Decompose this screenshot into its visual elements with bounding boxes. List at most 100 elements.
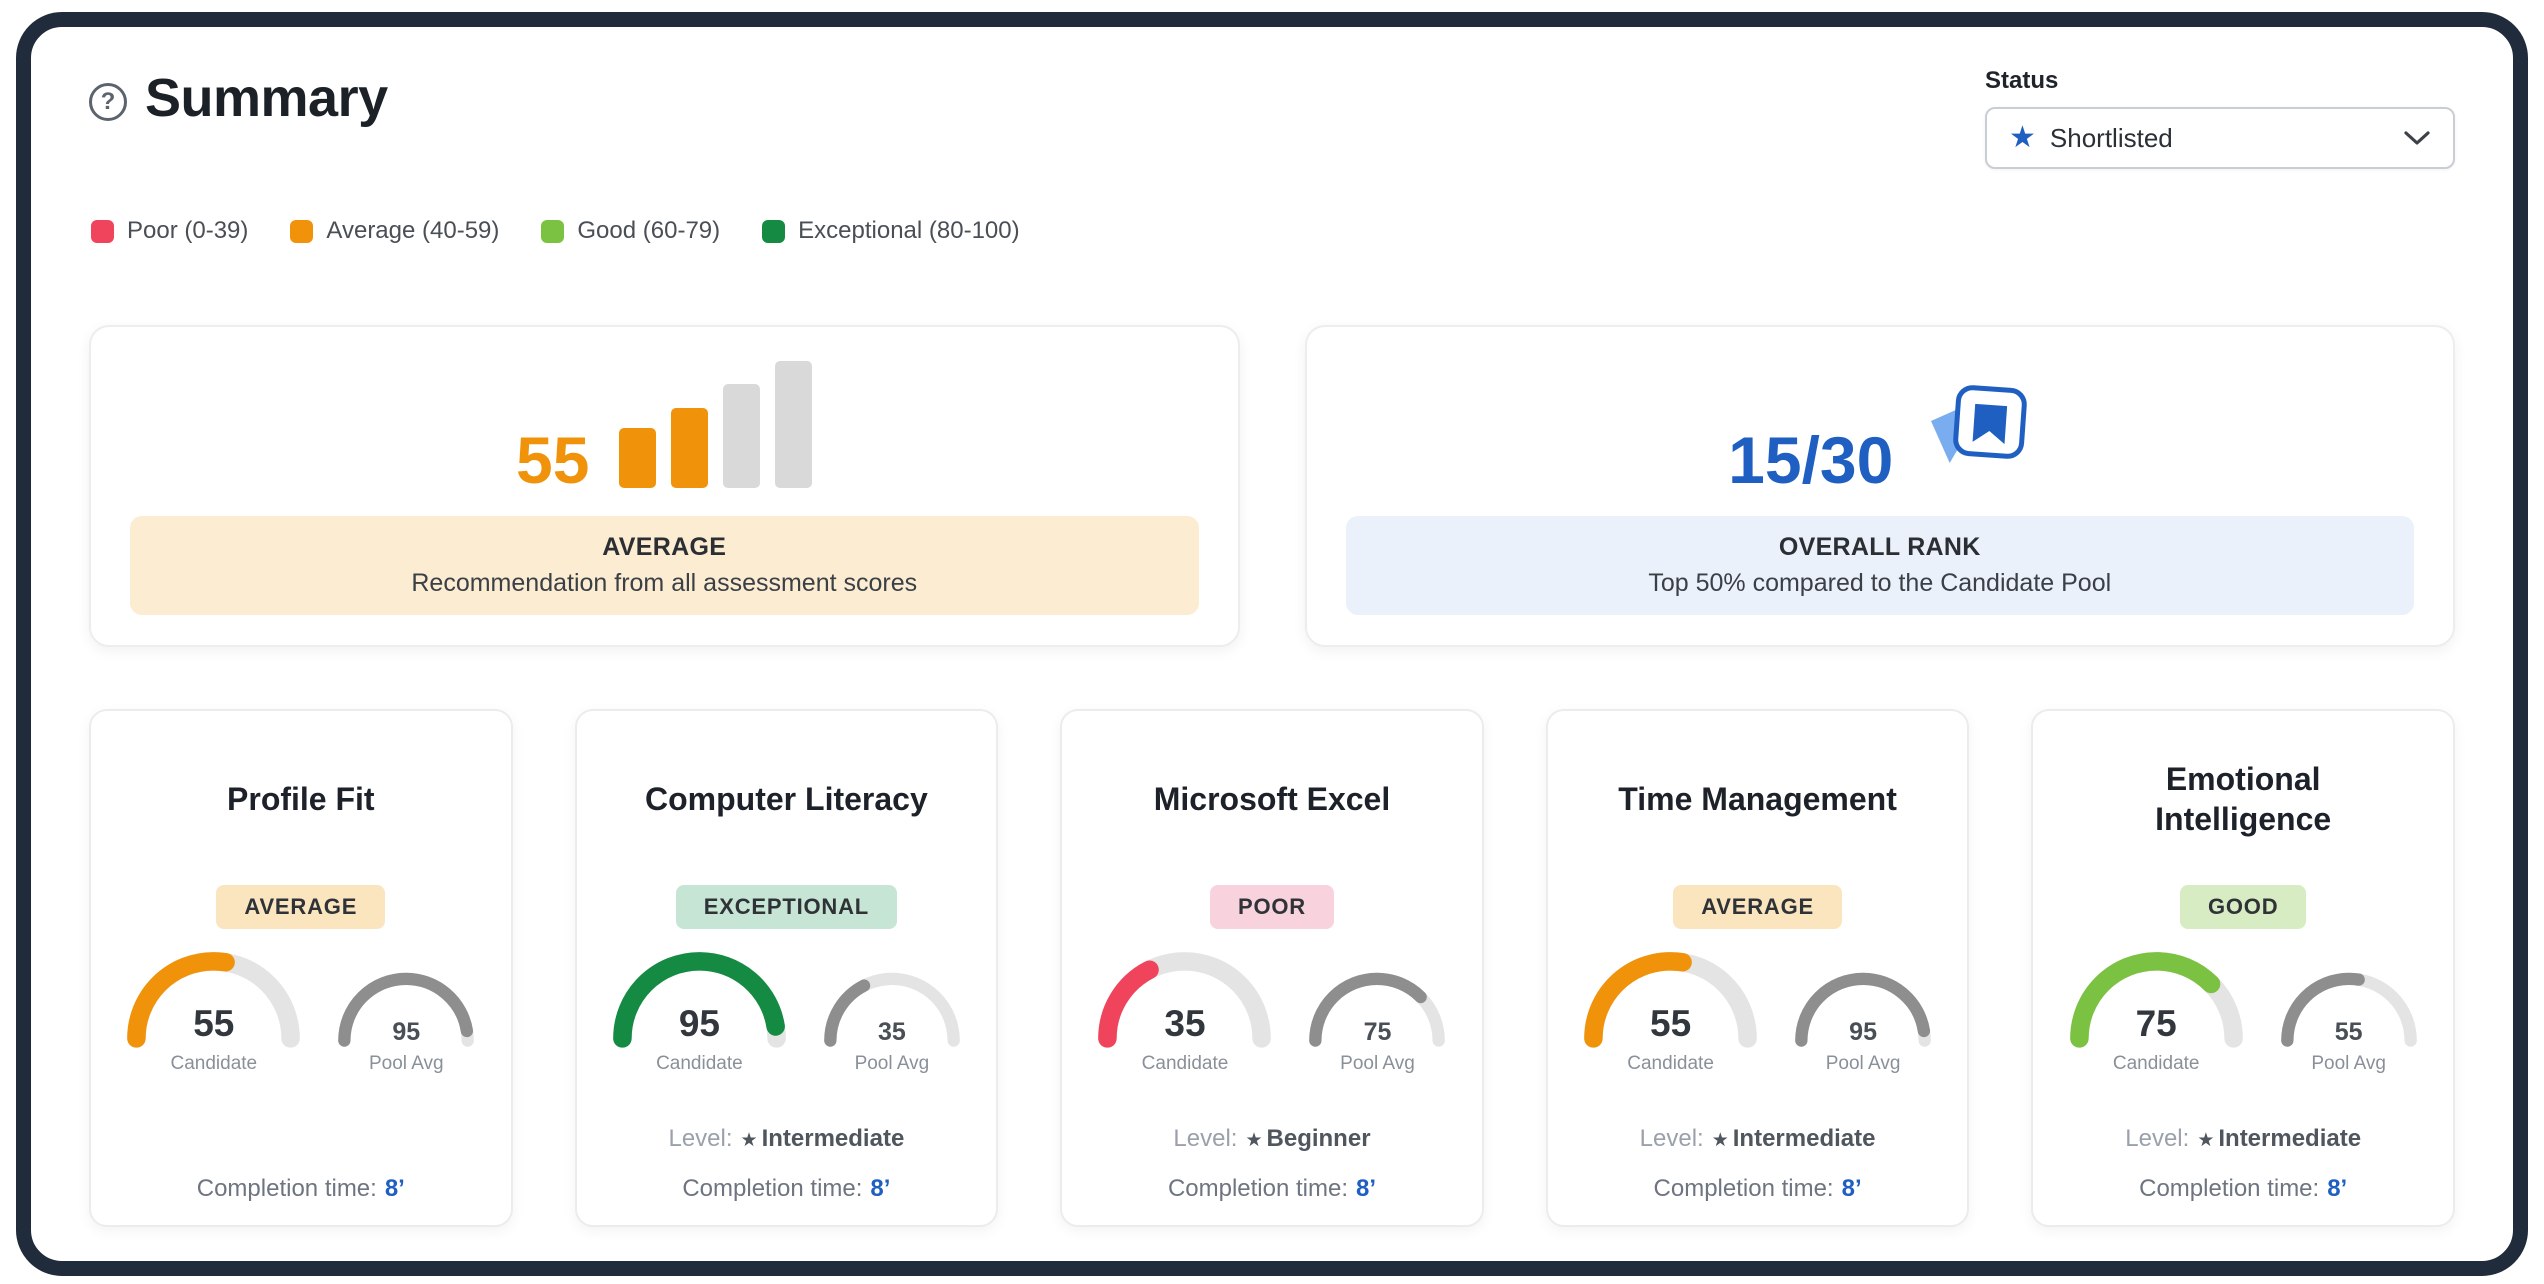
candidate-label: Candidate bbox=[1627, 1052, 1714, 1074]
pool-avg-score: 95 bbox=[1849, 1017, 1877, 1046]
pool-avg-score: 55 bbox=[2334, 1017, 2363, 1046]
app-window: ? Summary Status ★ Shortlisted Poor (0-3… bbox=[16, 12, 2528, 1276]
candidate-score: 55 bbox=[1650, 1002, 1692, 1044]
summary-cards: 55 AVERAGE Recommendation from all asses… bbox=[59, 325, 2485, 647]
pool-avg-label: Pool Avg bbox=[368, 1052, 444, 1074]
completion-time-row: Completion time: 8’ bbox=[2049, 1175, 2437, 1203]
level-label: Level: bbox=[668, 1124, 733, 1152]
completion-time-row: Completion time: 8’ bbox=[593, 1175, 981, 1203]
pool-avg-label: Pool Avg bbox=[1825, 1052, 1901, 1074]
chevron-down-icon bbox=[2404, 131, 2430, 145]
gauges: 35 Candidate 75 Pool Avg bbox=[1078, 949, 1466, 1081]
legend-swatch bbox=[762, 219, 786, 243]
candidate-label: Candidate bbox=[1141, 1052, 1229, 1074]
status-selected-value: Shortlisted bbox=[2049, 122, 2173, 153]
level-row: Level: ★ Intermediate bbox=[593, 1125, 981, 1153]
skill-badge: POOR bbox=[1209, 885, 1334, 929]
candidate-score: 75 bbox=[2135, 1002, 2177, 1044]
level-value: Intermediate bbox=[2218, 1124, 2362, 1152]
candidate-score: 35 bbox=[1164, 1002, 1206, 1044]
star-icon: ★ bbox=[1711, 1129, 1729, 1151]
skill-card: Computer Literacy EXCEPTIONAL 95 Candida… bbox=[574, 709, 999, 1227]
level-row: Level: ★ Intermediate bbox=[1564, 1125, 1952, 1153]
candidate-score: 95 bbox=[678, 1002, 720, 1044]
rank-banner-subtitle: Top 50% compared to the Candidate Pool bbox=[1648, 569, 2112, 597]
pool-avg-gauge: 95 Pool Avg bbox=[1789, 969, 1937, 1080]
completion-time-value: 8’ bbox=[2327, 1174, 2348, 1202]
skill-badge: AVERAGE bbox=[216, 885, 386, 929]
skill-card: Emotional Intelligence GOOD 75 Candidate… bbox=[2031, 709, 2455, 1227]
level-label: Level: bbox=[1173, 1124, 1238, 1152]
completion-time-label: Completion time: bbox=[1167, 1174, 1349, 1202]
candidate-label: Candidate bbox=[2112, 1052, 2200, 1074]
help-icon[interactable]: ? bbox=[89, 83, 127, 121]
skill-title: Emotional Intelligence bbox=[2155, 761, 2332, 837]
completion-time-value: 8’ bbox=[870, 1174, 891, 1202]
score-banner-subtitle: Recommendation from all assessment score… bbox=[411, 569, 918, 597]
gauges: 75 Candidate 55 Pool Avg bbox=[2049, 949, 2437, 1081]
score-bar bbox=[671, 408, 709, 488]
completion-time-label: Completion time: bbox=[682, 1174, 863, 1202]
pool-avg-gauge: 55 Pool Avg bbox=[2275, 969, 2423, 1080]
pool-avg-gauge: 75 Pool Avg bbox=[1303, 969, 1451, 1080]
overall-score-value: 55 bbox=[516, 422, 590, 497]
completion-time-label: Completion time: bbox=[1653, 1174, 1834, 1202]
pool-avg-gauge: 35 Pool Avg bbox=[818, 969, 966, 1080]
skill-badge: GOOD bbox=[2179, 885, 2307, 929]
score-bar bbox=[619, 428, 657, 488]
rank-flags-icon bbox=[1931, 385, 2028, 464]
pool-avg-score: 75 bbox=[1363, 1017, 1392, 1046]
legend-item: Exceptional (80-100) bbox=[762, 217, 1020, 245]
score-banner-title: AVERAGE bbox=[602, 533, 727, 561]
completion-time-value: 8’ bbox=[1356, 1174, 1377, 1202]
gauges: 95 Candidate 35 Pool Avg bbox=[593, 949, 981, 1081]
candidate-score: 55 bbox=[193, 1002, 235, 1044]
legend-label: Exceptional (80-100) bbox=[798, 217, 1020, 244]
candidate-gauge: 35 Candidate bbox=[1092, 949, 1277, 1081]
legend-label: Poor (0-39) bbox=[127, 217, 249, 244]
score-banner: AVERAGE Recommendation from all assessme… bbox=[130, 516, 1199, 615]
legend-item: Poor (0-39) bbox=[91, 217, 248, 245]
status-block: Status ★ Shortlisted bbox=[1985, 67, 2455, 169]
pool-avg-score: 35 bbox=[877, 1017, 906, 1046]
pool-avg-label: Pool Avg bbox=[1340, 1052, 1415, 1074]
candidate-gauge: 55 Candidate bbox=[1578, 949, 1763, 1081]
skill-card: Microsoft Excel POOR 35 Candidate 75 Poo… bbox=[1060, 709, 1484, 1227]
pool-avg-score: 95 bbox=[392, 1017, 421, 1046]
score-bars-icon bbox=[619, 361, 813, 488]
skill-card: Profile Fit AVERAGE 55 Candidate 95 Pool… bbox=[89, 709, 513, 1227]
skills-row: Profile Fit AVERAGE 55 Candidate 95 Pool… bbox=[59, 709, 2485, 1227]
status-dropdown[interactable]: ★ Shortlisted bbox=[1985, 107, 2455, 169]
completion-time-row: Completion time: 8’ bbox=[1564, 1175, 1952, 1203]
legend-swatch bbox=[290, 219, 314, 243]
completion-time-label: Completion time: bbox=[2139, 1174, 2320, 1202]
skill-title: Time Management bbox=[1618, 781, 1897, 817]
completion-time-row: Completion time: 8’ bbox=[107, 1175, 495, 1203]
level-value: Intermediate bbox=[761, 1124, 905, 1152]
completion-time-value: 8’ bbox=[1841, 1174, 1862, 1202]
candidate-gauge: 75 Candidate bbox=[2064, 949, 2249, 1081]
level-value: Intermediate bbox=[1732, 1124, 1876, 1152]
legend: Poor (0-39) Average (40-59) Good (60-79) Ex… bbox=[59, 217, 2485, 245]
skill-title: Computer Literacy bbox=[645, 781, 928, 817]
legend-item: Good (60-79) bbox=[541, 217, 720, 245]
score-bar bbox=[723, 384, 761, 488]
legend-label: Average (40-59) bbox=[326, 217, 500, 244]
rank-banner: OVERALL RANK Top 50% compared to the Can… bbox=[1345, 516, 2414, 615]
candidate-gauge: 55 Candidate bbox=[121, 949, 306, 1081]
legend-label: Good (60-79) bbox=[577, 217, 721, 244]
level-label: Level: bbox=[2125, 1124, 2190, 1152]
rank-banner-title: OVERALL RANK bbox=[1778, 533, 1981, 561]
legend-swatch bbox=[91, 219, 114, 243]
star-icon: ★ bbox=[740, 1129, 758, 1151]
level-row: Level: ★ Intermediate bbox=[2049, 1125, 2437, 1153]
star-icon: ★ bbox=[1245, 1129, 1263, 1151]
skill-title: Profile Fit bbox=[227, 781, 375, 817]
pool-avg-label: Pool Avg bbox=[854, 1052, 930, 1074]
level-value: Beginner bbox=[1266, 1124, 1371, 1152]
star-icon: ★ bbox=[2197, 1129, 2215, 1151]
overall-rank-card: 15/30 OVERALL RANK Top 50% compared to t… bbox=[1304, 325, 2455, 647]
gauges: 55 Candidate 95 Pool Avg bbox=[1564, 949, 1952, 1081]
skill-card: Time Management AVERAGE 55 Candidate 95 … bbox=[1545, 709, 1970, 1227]
page-title: Summary bbox=[145, 68, 388, 128]
